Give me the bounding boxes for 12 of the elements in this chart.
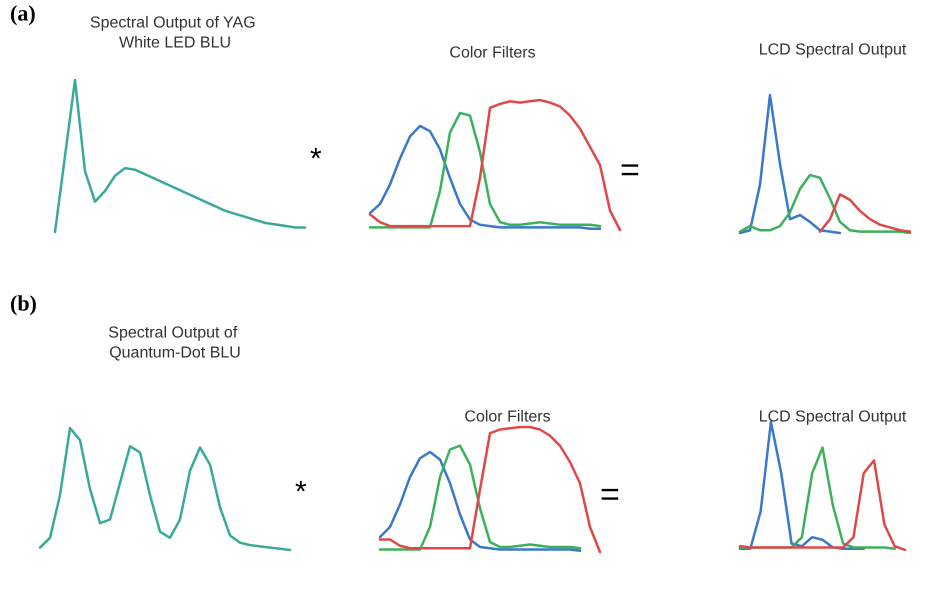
annotation: * [295,476,307,508]
text: (a) [10,0,36,26]
annotation: * [310,142,322,176]
chart-title: Color Filters [449,44,536,62]
text: (b) [10,290,37,316]
chart-title: LCD Spectral Output [758,42,907,58]
chart-title: LCD Spectral Output [758,408,907,426]
annotation: = [620,151,640,189]
chart-title: Spectral Output of Quantum-Dot BLU [108,324,242,362]
chart-title: Spectral Output of YAG White LED BLU [90,14,260,52]
annotation: = [600,476,620,514]
chart-title: Color Filters [464,408,551,426]
